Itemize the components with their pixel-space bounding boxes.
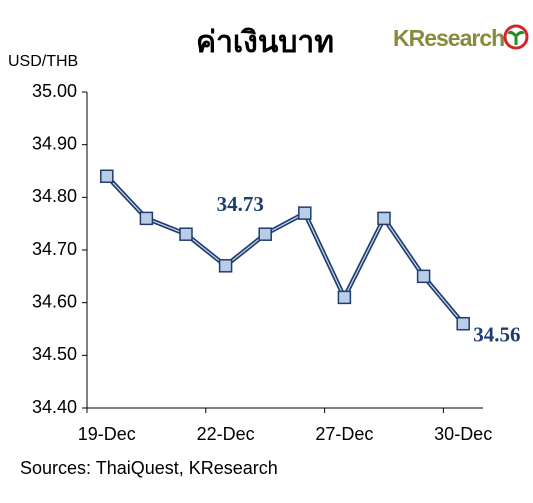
marker (179, 227, 193, 241)
source: Sources: ThaiQuest, KResearch (20, 458, 278, 478)
marker (298, 206, 312, 220)
y-tick-label: 34.80 (32, 186, 77, 206)
logo-leaf (507, 30, 525, 45)
y-tick-label: 34.90 (32, 133, 77, 153)
value-label: 34.73 (217, 192, 264, 216)
marker (337, 290, 352, 305)
logo: KResearch (393, 25, 504, 51)
value-label: 34.56 (473, 323, 520, 347)
line (105, 174, 465, 326)
y-tick-label: 34.70 (32, 239, 77, 259)
y-tick-label: 34.60 (32, 291, 77, 311)
x-tick-label: 30-Dec (434, 424, 492, 444)
chart-title: ค่าเงินบาท (196, 26, 334, 59)
marker (139, 211, 154, 226)
marker (100, 169, 114, 184)
x-tick-label: 19-Dec (78, 424, 136, 444)
y-tick-label: 34.40 (32, 397, 77, 417)
y-axis-label: USD/THB (8, 53, 78, 70)
marker (456, 316, 470, 331)
y-tick-label: 34.50 (32, 344, 77, 364)
x-tick-label: 27-Dec (315, 424, 373, 444)
marker (416, 269, 431, 284)
y-tick-label: 35.00 (32, 81, 77, 101)
line-highlight (106, 175, 464, 325)
marker (377, 211, 391, 226)
marker (258, 227, 272, 241)
marker (218, 259, 233, 273)
x-tick-label: 22-Dec (197, 424, 255, 444)
